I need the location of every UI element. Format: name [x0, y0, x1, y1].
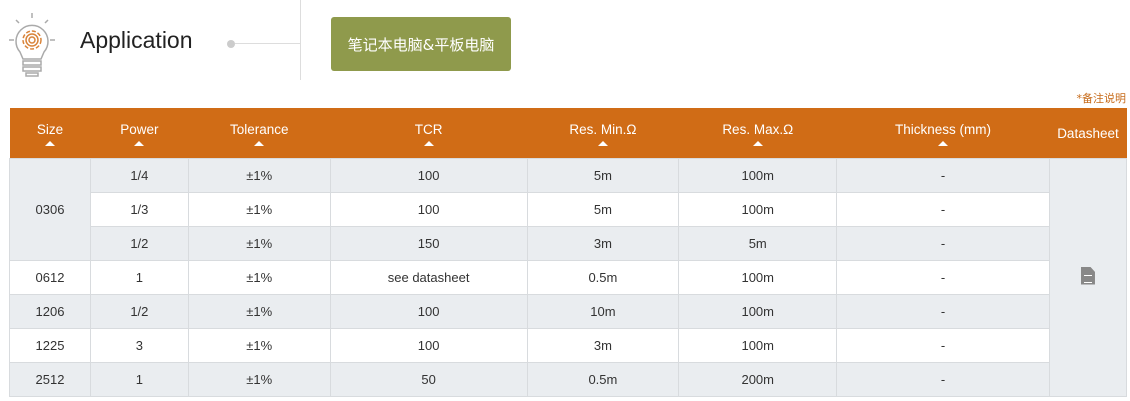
cell-thickness: - [836, 361, 1050, 397]
sort-icon[interactable] [938, 140, 949, 146]
cell-min: 3m [526, 327, 680, 363]
table-row: 2512 1 ±1% 50 0.5m 200m - [9, 361, 1127, 397]
table-row: 1/3 ±1% 100 5m 100m - [10, 191, 1127, 227]
application-button[interactable]: 笔记本电脑&平板电脑 [331, 17, 511, 71]
cell-max: 100m [678, 327, 838, 363]
cell-power: 1/2 [89, 293, 189, 329]
col-datasheet: Datasheet [1049, 108, 1127, 158]
cell-tolerance: ±1% [187, 225, 331, 261]
cell-thickness: - [836, 293, 1050, 329]
cell-tcr: 50 [329, 361, 528, 397]
sort-icon[interactable] [134, 140, 145, 146]
cell-power: 1 [89, 259, 189, 295]
connector-dot [227, 40, 235, 48]
cell-tcr: 100 [329, 293, 528, 329]
note-link[interactable]: *备注说明 [1076, 92, 1127, 105]
cell-tolerance: ±1% [187, 259, 331, 295]
col-tolerance[interactable]: Tolerance [188, 108, 331, 158]
cell-tolerance: ±1% [187, 327, 331, 363]
sort-icon[interactable] [597, 140, 608, 146]
cell-min: 5m [526, 157, 680, 193]
cell-tolerance: ±1% [187, 361, 331, 397]
cell-tcr: 100 [329, 327, 528, 363]
col-tcr[interactable]: TCR [330, 108, 527, 158]
cell-size: 1206 [9, 293, 91, 329]
cell-tolerance: ±1% [187, 191, 331, 227]
sort-icon[interactable] [752, 140, 763, 146]
cell-min: 5m [526, 191, 680, 227]
cell-size: 0612 [9, 259, 91, 295]
cell-power: 1/4 [89, 157, 189, 193]
cell-tcr: 100 [329, 191, 528, 227]
cell-min: 0.5m [526, 361, 680, 397]
cell-min: 10m [526, 293, 680, 329]
section-title: Application [80, 27, 193, 53]
col-power[interactable]: Power [90, 108, 189, 158]
col-thickness[interactable]: Thickness (mm) [836, 108, 1050, 158]
sort-icon[interactable] [44, 140, 55, 146]
lightbulb-gear-icon [9, 13, 55, 77]
cell-max: 100m [678, 157, 838, 193]
cell-thickness: - [836, 225, 1050, 261]
cell-max: 100m [678, 293, 838, 329]
cell-tcr: 100 [329, 157, 528, 193]
table-row: 0612 1 ±1% see datasheet 0.5m 100m - [9, 259, 1127, 295]
col-size[interactable]: Size [9, 108, 91, 158]
cell-min: 0.5m [526, 259, 680, 295]
cell-size: 2512 [9, 361, 91, 397]
col-res-min[interactable]: Res. Min.Ω [527, 108, 679, 158]
cell-power: 3 [89, 327, 189, 363]
cell-power: 1/2 [89, 225, 189, 261]
cell-size: 0306 [9, 157, 91, 261]
cell-tolerance: ±1% [187, 157, 331, 193]
cell-thickness: - [836, 191, 1050, 227]
table-row: 1225 3 ±1% 100 3m 100m - [9, 327, 1127, 363]
cell-tolerance: ±1% [187, 293, 331, 329]
table-row: 0306 1/4 ±1% 100 5m 100m - [9, 157, 1128, 397]
datasheet-cell [1048, 157, 1128, 397]
table-row: 1206 1/2 ±1% 100 10m 100m - [9, 293, 1127, 329]
cell-max: 100m [678, 191, 838, 227]
cell-power: 1 [89, 361, 189, 397]
cell-thickness: - [836, 259, 1050, 295]
cell-tcr: 150 [329, 225, 528, 261]
cell-thickness: - [836, 157, 1050, 193]
cell-max: 5m [678, 225, 838, 261]
cell-min: 3m [526, 225, 680, 261]
spec-table: Size Power Tolerance TCR Res. Min.Ω Res.… [9, 108, 1128, 397]
cell-max: 100m [678, 259, 838, 295]
sort-icon[interactable] [254, 140, 265, 146]
cell-max: 200m [678, 361, 838, 397]
cell-size: 1225 [9, 327, 91, 363]
divider [300, 0, 301, 80]
cell-power: 1/3 [89, 191, 189, 227]
col-res-max[interactable]: Res. Max.Ω [678, 108, 837, 158]
table-row: 1/2 ±1% 150 3m 5m - [10, 225, 1127, 261]
cell-thickness: - [836, 327, 1050, 363]
document-icon[interactable] [1080, 266, 1095, 285]
sort-icon[interactable] [423, 140, 434, 146]
cell-tcr: see datasheet [329, 259, 528, 295]
connector-line [235, 43, 300, 44]
